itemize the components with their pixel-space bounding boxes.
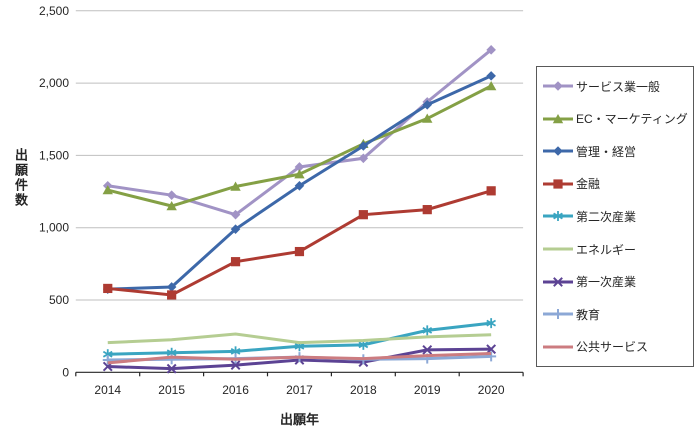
marker-square-icon [358,210,368,220]
series-line [107,352,492,365]
series-line [102,45,496,220]
marker-diamond-icon [294,162,305,172]
marker-diamond-icon [486,45,496,55]
marker-asterisk-icon [230,347,241,355]
legend-sample-icon [543,345,573,349]
marker-asterisk-icon [486,319,497,327]
legend-label: 公共サービス [576,340,649,355]
marker-x-icon [422,344,433,355]
legend-sample-icon [543,247,573,251]
legend-sample-icon [543,276,573,287]
y-tick-label: 0 [62,365,69,379]
marker-diamond-icon [166,282,177,292]
legend-label: 教育 [576,307,601,322]
x-tick-label: 2020 [478,383,505,397]
marker-diamond-icon [553,146,563,157]
y-axis-title: 出願件数 [13,148,28,208]
legend-label: 第二次産業 [576,209,637,224]
x-tick-label: 2016 [222,383,249,397]
marker-asterisk-icon [422,326,433,334]
marker-asterisk-icon [102,350,113,358]
series-line [107,332,492,345]
legend-sample-icon [543,81,573,92]
marker-diamond-icon [553,81,563,92]
marker-diamond-icon [166,190,177,200]
legend-label: エネルギー [576,242,637,257]
marker-triangle-icon [552,113,564,124]
marker-x-icon [486,344,497,355]
marker-square-icon [230,257,241,267]
marker-triangle-icon [102,185,113,195]
marker-diamond-icon [230,224,241,234]
marker-square-icon [422,205,432,215]
marker-triangle-icon [294,169,305,179]
chart-legend: サービス業一般 EC・マーケティング 管理・経営金融第二次産業エネルギー第一次産業教… [536,66,694,367]
marker-diamond-icon [422,99,433,110]
legend-label: サービス業一般 [576,79,661,94]
series-path [107,352,492,365]
y-tick-label: 2,000 [39,76,69,90]
marker-x-icon [166,363,177,374]
legend-item: 教育 [543,306,691,323]
marker-diamond-icon [230,209,241,220]
x-tick-label: 2018 [350,383,377,397]
legend-label: EC・マーケティング [576,112,688,127]
legend-item: サービス業一般 [543,78,691,95]
legend-item: 公共サービス [543,338,691,355]
marker-square-icon [553,179,563,189]
marker-asterisk-icon [553,213,563,220]
y-tick-label: 2,500 [39,4,69,18]
marker-asterisk-icon [358,341,369,349]
legend-label: 管理・経営 [576,144,637,159]
legend-item: 第二次産業 [543,208,691,225]
x-tick-label: 2017 [286,383,313,397]
legend-sample-icon [543,113,573,124]
x-tick-label: 2014 [94,383,121,397]
series-path [107,189,492,297]
series-line [102,71,496,294]
x-tick-label: 2015 [158,383,185,397]
marker-triangle-icon [485,80,497,91]
marker-diamond-icon [358,141,369,151]
legend-sample-icon [543,146,573,157]
marker-triangle-icon [230,181,241,191]
legend-sample-icon [543,309,573,320]
marker-triangle-icon [166,201,177,211]
y-tick-label: 1,500 [39,148,69,162]
y-tick-label: 500 [49,293,69,307]
marker-x-icon [553,276,563,287]
legend-sample-icon [543,179,573,189]
marker-asterisk-icon [294,342,305,350]
marker-square-icon [167,290,177,300]
legend-item: 第一次産業 [543,273,691,290]
legend-item: 管理・経営 [543,143,691,160]
marker-asterisk-icon [166,349,177,357]
series-path [107,332,492,345]
legend-label: 金融 [576,177,601,192]
series-line [102,80,497,211]
y-tick-label: 1,000 [39,221,69,235]
legend-item: 金融 [543,175,691,192]
legend-sample-icon [543,211,573,222]
series-line [103,186,496,300]
marker-square-icon [294,246,305,257]
marker-diamond-icon [294,180,305,191]
marker-square-icon [486,186,496,196]
marker-x-icon [230,360,241,370]
marker-square-icon [103,283,113,294]
legend-label: 第一次産業 [576,275,637,290]
legend-item: EC・マーケティング [543,110,691,127]
x-axis-title: 出願年 [279,412,319,427]
marker-diamond-icon [358,153,369,164]
marker-diamond-icon [486,71,496,81]
x-tick-label: 2019 [414,383,441,397]
series-line [102,318,497,360]
marker-triangle-icon [422,113,433,123]
line-chart-plot: 0 500 1,000 1,500 2,000 2,500 2014 2015 2016 2017… [39,4,524,397]
legend-item: エネルギー [543,241,691,258]
